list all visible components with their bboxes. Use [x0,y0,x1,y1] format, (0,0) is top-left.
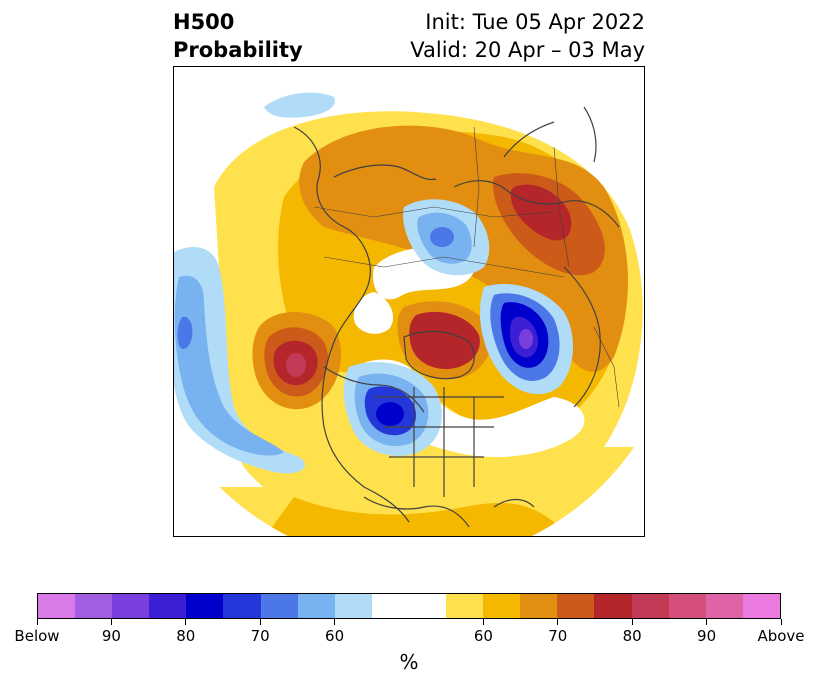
valid-range: Valid: 20 Apr – 03 May [410,38,645,62]
colorbar-tick [36,619,38,625]
colorbar-tick [259,619,261,625]
probability-colorbar [37,593,781,619]
colorbar-tick-label: Above [757,627,805,645]
colorbar-segment [75,594,113,618]
colorbar-tick-label: 80 [176,627,196,645]
colorbar-tick [557,619,559,625]
colorbar-segment [520,594,558,618]
colorbar-tick [334,619,336,625]
colorbar-tick-label: 70 [250,627,270,645]
colorbar-tick [110,619,112,625]
colorbar-segment [446,594,484,618]
colorbar-tick-label: 80 [622,627,642,645]
colorbar-segment [297,594,335,618]
map-outside-mask [174,67,644,536]
probability-map [173,66,645,537]
date-info: Init: Tue 05 Apr 2022 Valid: 20 Apr – 03… [410,8,645,64]
colorbar-tick [185,619,187,625]
colorbar-segment [260,594,298,618]
positive-anomaly-field [174,111,644,536]
map-title: H500 Probability [173,8,303,64]
map-canvas [174,67,644,536]
colorbar-tick [706,619,708,625]
colorbar-segment [483,594,521,618]
colorbar-segment [149,594,187,618]
title-line-2: Probability [173,38,303,62]
colorbar-segment [742,594,780,618]
colorbar-segment [594,594,632,618]
colorbar-segment [408,594,447,618]
coastlines [293,106,620,528]
title-line-1: H500 [173,10,235,34]
colorbar-segment [38,594,76,618]
init-date: Init: Tue 05 Apr 2022 [425,10,645,34]
colorbar-segment [334,594,372,618]
colorbar-tick-label: Below [14,627,60,645]
colorbar-segment [668,594,706,618]
colorbar-units: % [399,650,419,674]
colorbar-tick-label: 60 [473,627,493,645]
colorbar-segment [112,594,150,618]
colorbar-tick-label: 70 [548,627,568,645]
negative-anomaly-field [174,92,574,474]
colorbar-segment [631,594,669,618]
colorbar-segment [223,594,261,618]
colorbar-tick [631,619,633,625]
colorbar-tick [780,619,782,625]
political-borders [313,126,620,408]
colorbar-tick-label: 60 [325,627,345,645]
colorbar-segment [371,594,409,618]
colorbar-tick-label: 90 [101,627,121,645]
colorbar-tick-label: 90 [697,627,717,645]
colorbar-tick [482,619,484,625]
colorbar-segment [557,594,595,618]
colorbar-segment [705,594,743,618]
colorbar-segment [186,594,224,618]
